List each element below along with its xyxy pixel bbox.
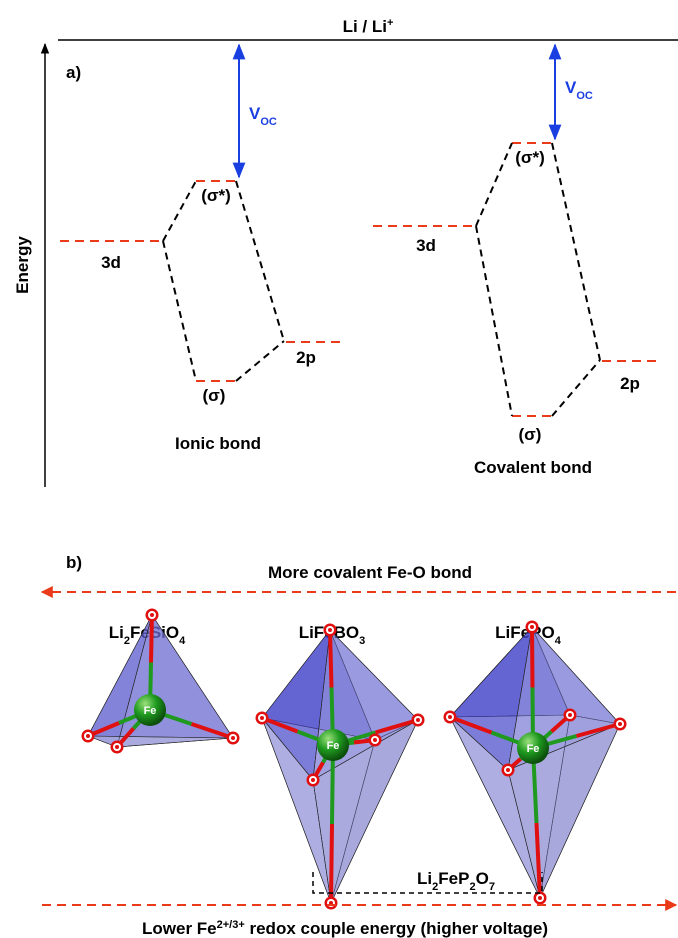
- script-text: OC: [576, 90, 593, 102]
- oxygen-atom-core: [538, 896, 542, 900]
- text-part: redox couple energy (higher voltage): [245, 919, 548, 938]
- level-label: (σ): [203, 386, 226, 405]
- level-label: (σ*): [515, 148, 545, 167]
- trend-label: Lower Fe2+/3+ redox couple energy (highe…: [142, 919, 548, 938]
- text-part: V: [249, 104, 261, 123]
- panel-label: a): [66, 63, 81, 82]
- oxygen-atom-core: [373, 738, 377, 742]
- atom-label: Fe: [527, 743, 540, 755]
- bond: [331, 824, 332, 903]
- page: Li / Li+ Energy a) VOC 3d (σ*) 2p (σ) Io…: [0, 0, 678, 938]
- oxygen-atom-core: [506, 768, 510, 772]
- level-label: (σ): [519, 425, 542, 444]
- trend-label: More covalent Fe-O bond: [268, 563, 472, 582]
- figure: Li / Li+ Energy a) VOC 3d (σ*) 2p (σ) Io…: [0, 0, 678, 938]
- text-part: O: [476, 869, 489, 888]
- text-part: Li: [417, 869, 432, 888]
- text-part: V: [565, 78, 577, 97]
- oxygen-atom-core: [260, 716, 264, 720]
- script-text: +: [387, 17, 393, 29]
- bond: [330, 630, 332, 688]
- oxygen-atom-core: [530, 625, 534, 629]
- polyhedron-face: [88, 736, 233, 747]
- oxygen-atom-core: [150, 613, 154, 617]
- atom-label: Fe: [327, 740, 340, 752]
- level-label: 2p: [620, 374, 640, 393]
- covalent-diagram: VOC 3d (σ*) 2p (σ) Covalent bond: [373, 45, 660, 477]
- oxygen-atom-core: [568, 713, 572, 717]
- oxygen-atom-core: [115, 745, 119, 749]
- oxygen-atom-core: [448, 715, 452, 719]
- level-label: 2p: [296, 348, 316, 367]
- text-part: Li: [109, 623, 124, 642]
- axis-label: Energy: [13, 236, 32, 294]
- level-label: 3d: [416, 236, 436, 255]
- ionic-diagram: VOC 3d (σ*) 2p (σ) Ionic bond: [60, 45, 344, 453]
- voltage-label: VOC: [249, 104, 277, 128]
- panel-label: b): [66, 553, 82, 572]
- text-part: FeP: [438, 869, 469, 888]
- script-text: OC: [260, 116, 277, 128]
- script-text: 2+/3+: [217, 919, 245, 931]
- text-part: Li / Li: [343, 17, 387, 36]
- atom-label: Fe: [144, 705, 157, 717]
- oxygen-atom-core: [86, 734, 90, 738]
- bond: [151, 615, 152, 663]
- script-text: 4: [555, 635, 562, 647]
- diagram-title: Covalent bond: [474, 458, 592, 477]
- structures: Li2FeSiO4FeLiFeBO3FeLiFePO4Fe: [82, 609, 627, 910]
- diagram-title: Ionic bond: [175, 434, 261, 453]
- level-label: 3d: [101, 253, 121, 272]
- oxygen-atom-core: [311, 778, 315, 782]
- oxygen-atom-core: [328, 628, 332, 632]
- script-text: 4: [179, 635, 186, 647]
- bond: [532, 627, 533, 688]
- oxygen-atom-core: [618, 722, 622, 726]
- connector: [163, 181, 284, 381]
- reference-label: Li / Li+: [343, 17, 394, 36]
- text-part: Lower Fe: [142, 919, 217, 938]
- script-text: 7: [489, 881, 495, 893]
- voltage-label: VOC: [565, 78, 593, 102]
- oxygen-atom-core: [416, 718, 420, 722]
- level-label: (σ*): [201, 186, 231, 205]
- connector: [476, 143, 600, 416]
- oxygen-atom-core: [231, 736, 235, 740]
- script-text: 3: [359, 635, 365, 647]
- group-label: Li2FeP2O7: [417, 869, 495, 893]
